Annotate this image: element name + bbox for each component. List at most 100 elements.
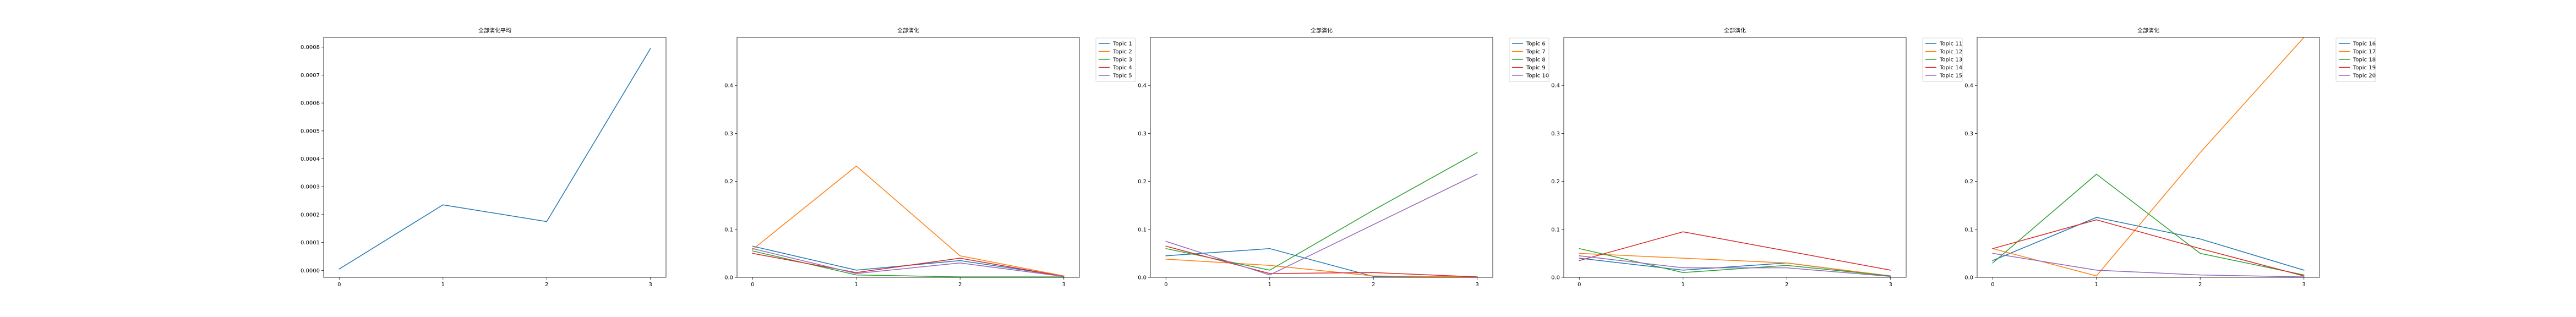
- x-tick-label: 1: [1268, 282, 1271, 288]
- axes-frame: [323, 37, 667, 278]
- series-line-1: [1992, 217, 2305, 271]
- x-tick-label: 1: [855, 282, 858, 288]
- series-line-4: [1165, 245, 1478, 277]
- x-tick-label: 3: [2302, 282, 2306, 288]
- x-tick-label: 2: [958, 282, 962, 288]
- axes-frame: [1563, 37, 1907, 278]
- y-tick-label: 0.2: [1138, 179, 1147, 185]
- legend-label: Topic 5: [1112, 73, 1132, 79]
- y-tick-label: 0.0002: [301, 212, 320, 218]
- x-tick-label: 3: [649, 282, 652, 288]
- y-tick-label: 0.1: [1138, 227, 1147, 233]
- y-tick-label: 0.4: [1964, 83, 1973, 89]
- series-line-3: [752, 250, 1065, 277]
- plot-area: [1992, 37, 2305, 277]
- axes-frame: [736, 37, 1080, 278]
- plot-area: [752, 165, 1065, 277]
- x-tick-label: 1: [2095, 282, 2098, 288]
- series-line-1: [1165, 248, 1478, 277]
- chart-title: 全部演化平均: [478, 27, 511, 34]
- legend-label: Topic 10: [1526, 73, 1549, 79]
- series-line-3: [1165, 152, 1478, 271]
- series-line-3: [1992, 173, 2305, 276]
- chart-title: 全部演化: [897, 27, 919, 34]
- legend-label: Topic 15: [1939, 73, 1962, 79]
- chart-5: 全部演化 0 1 2 3 0.0 0.1 0.2 0.3 0.4 Topic 16 Topic 17 T…: [1964, 27, 2376, 288]
- x-tick-label: 2: [1372, 282, 1375, 288]
- plot-area: [1165, 152, 1478, 277]
- y-tick-label: 0.4: [1551, 83, 1560, 89]
- legend-label: Topic 7: [1526, 49, 1546, 55]
- x-tick-label: 1: [1682, 282, 1685, 288]
- y-tick-label: 0.3: [724, 131, 733, 137]
- legend-box: [1095, 37, 1136, 82]
- series-line-2: [1992, 37, 2305, 277]
- series-line-2: [1165, 259, 1478, 277]
- legend-label: Topic 19: [2353, 65, 2376, 71]
- legend-label: Topic 1: [1112, 41, 1132, 47]
- series-line-4: [752, 253, 1065, 277]
- chart-1: 全部演化平均 0 1 2 3 0.0000 0.0001 0.0002 0.0003 0.0004…: [301, 27, 667, 288]
- chart-4: 全部演化 0 1 2 3 0.0 0.1 0.2 0.3 0.4 Topic 11 Topic 12 T…: [1551, 27, 1963, 288]
- y-tick-label: 0.0001: [301, 240, 320, 246]
- x-tick-label: 1: [441, 282, 445, 288]
- x-tick-label: 0: [751, 282, 754, 288]
- y-tick-label: 0.0: [1964, 275, 1973, 281]
- y-tick-label: 0.3: [1551, 131, 1560, 137]
- series-line-1: [339, 48, 651, 270]
- axes-frame: [1977, 37, 2320, 278]
- series-line-2: [752, 165, 1065, 277]
- legend-label: Topic 3: [1112, 57, 1132, 63]
- y-tick-label: 0.0: [1138, 275, 1147, 281]
- y-tick-label: 0.0000: [301, 268, 320, 274]
- x-tick-label: 2: [2198, 282, 2202, 288]
- legend-label: Topic 6: [1526, 41, 1546, 47]
- chart-title: 全部演化: [1724, 27, 1746, 34]
- series-line-4: [1992, 219, 2305, 277]
- y-tick-label: 0.0: [724, 275, 733, 281]
- series-line-3: [1579, 248, 1891, 277]
- series-line-5: [1992, 253, 2305, 277]
- legend-label: Topic 4: [1112, 65, 1132, 71]
- y-tick-label: 0.4: [724, 83, 733, 89]
- legend-label: Topic 13: [1939, 57, 1962, 63]
- axes-frame: [1150, 37, 1493, 278]
- x-tick-label: 2: [1785, 282, 1788, 288]
- y-tick-label: 0.3: [1964, 131, 1973, 137]
- legend-label: Topic 11: [1939, 41, 1962, 47]
- y-tick-label: 0.2: [724, 179, 733, 185]
- legend-label: Topic 14: [1939, 65, 1962, 71]
- series-line-1: [752, 245, 1065, 277]
- y-tick-label: 0.0005: [301, 128, 320, 134]
- y-tick-label: 0.0: [1551, 275, 1560, 281]
- y-tick-label: 0.1: [1551, 227, 1560, 233]
- y-tick-label: 0.2: [1964, 179, 1973, 185]
- legend-label: Topic 20: [2353, 73, 2376, 79]
- y-tick-label: 0.3: [1138, 131, 1147, 137]
- y-tick-label: 0.2: [1551, 179, 1560, 185]
- x-tick-label: 0: [1991, 282, 1994, 288]
- legend-box: [1922, 37, 1963, 82]
- x-tick-label: 3: [1476, 282, 1479, 288]
- legend-label: Topic 8: [1526, 57, 1546, 63]
- plot-area: [339, 48, 651, 270]
- legend-label: Topic 9: [1526, 65, 1546, 71]
- y-tick-label: 0.4: [1138, 83, 1147, 89]
- x-tick-label: 2: [545, 282, 548, 288]
- chart-title: 全部演化: [2137, 27, 2159, 34]
- legend-label: Topic 18: [2353, 57, 2376, 63]
- chart-title: 全部演化: [1311, 27, 1333, 34]
- y-tick-label: 0.0008: [301, 45, 320, 51]
- x-tick-label: 3: [1889, 282, 1892, 288]
- series-line-4: [1579, 231, 1891, 271]
- x-tick-label: 0: [1164, 282, 1167, 288]
- x-tick-label: 3: [1062, 282, 1066, 288]
- legend-box: [2335, 37, 2376, 82]
- legend-label: Topic 17: [2353, 49, 2376, 55]
- series-line-5: [1579, 255, 1891, 277]
- x-tick-label: 0: [1578, 282, 1581, 288]
- y-tick-label: 0.0003: [301, 184, 320, 190]
- chart-3: 全部演化 0 1 2 3 0.0 0.1 0.2 0.3 0.4 Topic 6 Topic 7 Top…: [1138, 27, 1549, 288]
- legend-box: [1509, 37, 1549, 82]
